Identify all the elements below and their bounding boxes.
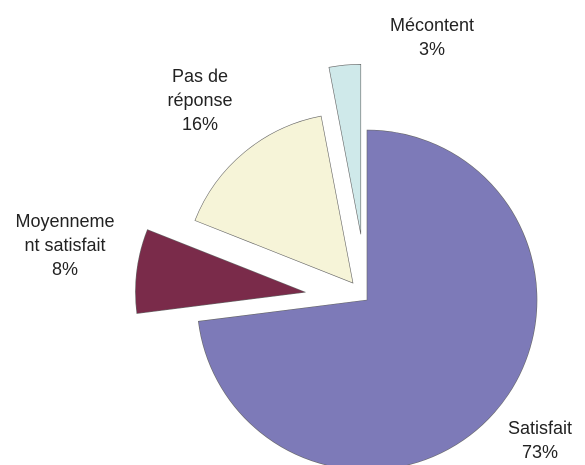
slice-label: Mécontent 3% — [390, 13, 474, 61]
category-label: Pas de réponse — [167, 66, 233, 110]
value-label: 3% — [418, 39, 445, 59]
value-label: 73% — [521, 442, 559, 462]
category-label: Mécontent — [389, 15, 475, 35]
value-label: 16% — [181, 114, 219, 134]
pie-slice — [194, 115, 354, 284]
slice-label: Moyennement satisfait 8% — [15, 209, 115, 281]
pie-slice — [198, 129, 538, 465]
pie-slice — [135, 229, 306, 314]
slice-label: Satisfait 73% — [508, 416, 572, 464]
value-label: 8% — [51, 259, 78, 279]
slice-label: Pas de réponse 16% — [160, 64, 240, 136]
category-label: Satisfait — [507, 418, 573, 438]
category-label: Moyennement satisfait — [15, 211, 115, 255]
pie-slice — [328, 63, 362, 235]
